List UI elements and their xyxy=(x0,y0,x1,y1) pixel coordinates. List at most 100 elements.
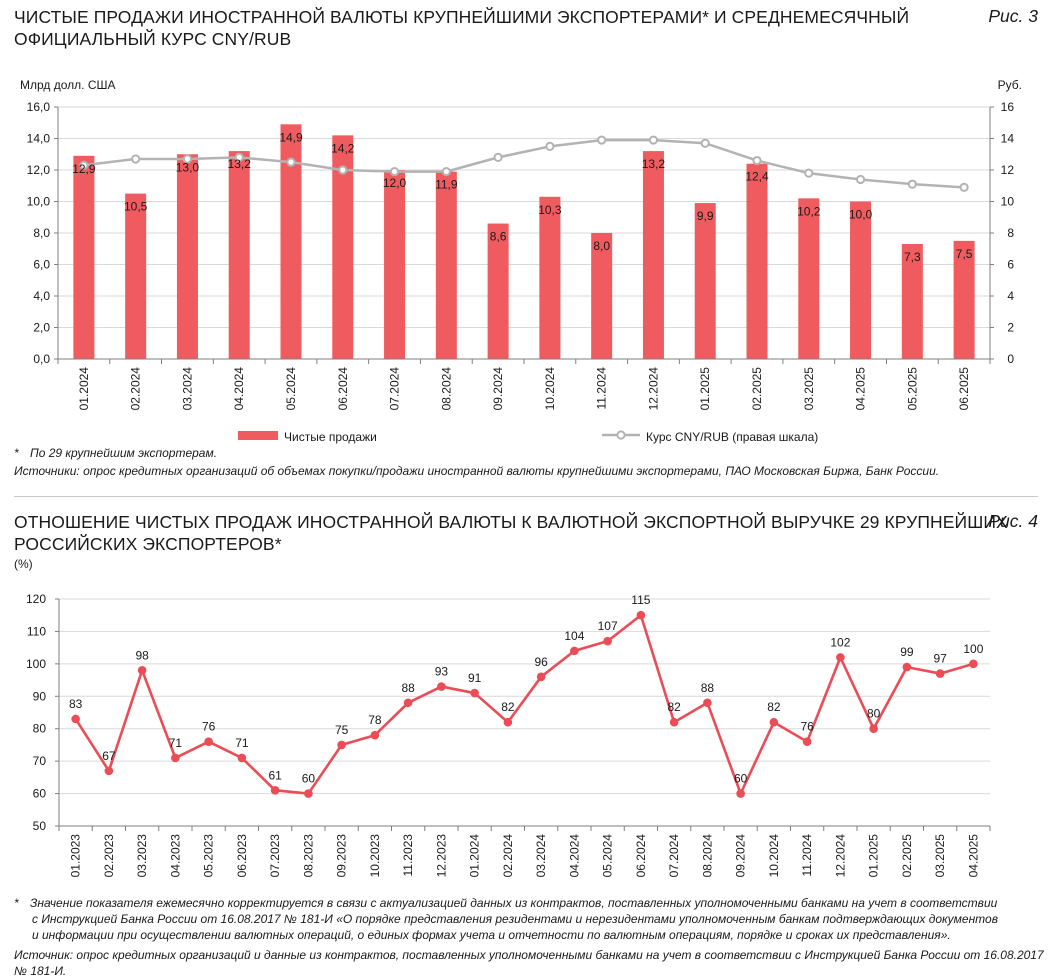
fig3-bar-label: 9,9 xyxy=(697,209,714,223)
separator xyxy=(14,496,1038,497)
fig4-source-line1: Источник: опрос кредитных организаций и … xyxy=(14,948,1044,962)
fig4-point xyxy=(935,669,945,678)
fig4-x-tick-label: 06.2023 xyxy=(235,834,249,878)
fig4-x-tick-label: 01.2025 xyxy=(867,834,881,878)
fig3-x-tick-label: 11.2024 xyxy=(595,367,609,410)
fig4-point xyxy=(403,698,413,708)
fig4-point xyxy=(270,786,280,795)
fig3-legend-line-label: Курс CNY/RUB (правая шкала) xyxy=(646,430,818,444)
fig4-point-label: 91 xyxy=(468,671,482,685)
fig4-y-tick-label: 90 xyxy=(33,689,47,703)
fig3-rate-point xyxy=(700,138,710,148)
fig3-bar xyxy=(746,163,768,359)
fig4-point-label: 115 xyxy=(631,593,650,607)
fig3-bar-label: 10,3 xyxy=(538,203,562,217)
fig3-y2-tick-label: 12 xyxy=(1001,163,1015,177)
fig4-x-tick-label: 12.2023 xyxy=(434,834,448,878)
fig3-y-tick-label: 6,0 xyxy=(33,258,50,272)
fig4-point-label: 88 xyxy=(701,681,715,695)
fig4-point xyxy=(171,753,180,763)
fig4-x-tick-label: 11.2023 xyxy=(401,834,415,877)
fig4-x-tick-label: 01.2023 xyxy=(69,834,83,878)
fig4-point-label: 71 xyxy=(169,736,183,750)
fig3-y2-tick-label: 16 xyxy=(1001,100,1015,114)
fig3-y2-tick-label: 6 xyxy=(1007,258,1014,272)
fig4-y-tick-label: 50 xyxy=(33,819,47,833)
fig4-x-tick-label: 03.2023 xyxy=(135,834,149,878)
fig3-x-tick-label: 06.2024 xyxy=(336,367,350,411)
fig3-rate-point xyxy=(234,152,244,163)
fig3-y2-tick-label: 0 xyxy=(1007,352,1014,366)
fig3-bar xyxy=(539,196,561,359)
fig4-footnote-line2: с Инструкцией Банка России от 16.08.2017… xyxy=(32,912,998,926)
fig3-rate-point xyxy=(648,135,659,145)
fig3-bar xyxy=(901,244,923,359)
fig4-footnote-line1: Значение показателя ежемесячно корректир… xyxy=(30,896,998,910)
fig4-x-tick-label: 03.2024 xyxy=(534,834,548,878)
fig3-rate-point xyxy=(855,174,866,185)
fig3-y2-tick-label: 2 xyxy=(1007,321,1014,335)
fig3-x-tick-label: 03.2025 xyxy=(802,367,816,411)
fig4-point-label: 100 xyxy=(963,642,983,656)
fig3-rate-point xyxy=(131,154,141,164)
fig3-bar xyxy=(332,135,354,359)
fig4-x-tick-label: 02.2023 xyxy=(102,834,116,878)
fig4-point xyxy=(137,666,147,675)
fig4-point xyxy=(902,662,912,672)
fig3-bar-label: 7,5 xyxy=(956,247,973,261)
fig4-title: ОТНОШЕНИЕ ЧИСТЫХ ПРОДАЖ ИНОСТРАННОЙ ВАЛЮ… xyxy=(14,511,1008,555)
fig3-rate-point xyxy=(597,135,607,145)
fig4-title-line1: ОТНОШЕНИЕ ЧИСТЫХ ПРОДАЖ ИНОСТРАННОЙ ВАЛЮ… xyxy=(14,512,1008,532)
fig3-y-tick-label: 4,0 xyxy=(33,289,50,303)
fig4-point-label: 83 xyxy=(69,697,83,711)
fig3-y2-tick-label: 8 xyxy=(1007,226,1014,240)
fig3-chart: Млрд долл. США Руб. 0,0 2,0 4,0 6,0 8,0 10,0 12,… xyxy=(20,78,1022,444)
fig4-point-label: 98 xyxy=(135,648,149,662)
fig4-point xyxy=(703,698,712,708)
fig4-x-tick-label: 11.2024 xyxy=(800,834,814,877)
fig3-bar-label: 10,5 xyxy=(124,200,148,214)
fig3-x-tick-label: 12.2024 xyxy=(646,367,660,411)
fig4-point xyxy=(536,672,546,682)
fig3-legend-bar-label: Чистые продажи xyxy=(284,430,377,444)
fig4-point-label: 82 xyxy=(767,700,781,714)
fig4-point-label: 78 xyxy=(368,713,382,727)
fig3-x-tick-label: 05.2025 xyxy=(905,367,919,411)
fig3-bar-label: 10,0 xyxy=(849,208,873,222)
fig4-point xyxy=(304,789,313,798)
fig4-x-tick-label: 08.2024 xyxy=(700,834,714,878)
fig3-y-tick-label: 10,0 xyxy=(27,195,51,209)
fig3-bar-label: 13,2 xyxy=(228,157,252,171)
fig3-x-tick-label: 10.2024 xyxy=(543,367,557,411)
fig4-point xyxy=(104,766,114,776)
fig4-point xyxy=(570,646,579,656)
fig4-point xyxy=(636,610,646,620)
fig3-x-tick-label: 02.2024 xyxy=(129,367,143,411)
fig3-bar-label: 8,6 xyxy=(490,230,507,244)
fig4-point-label: 76 xyxy=(800,720,814,734)
fig4-x-tick-label: 10.2024 xyxy=(767,834,781,878)
fig3-y-tick-label: 2,0 xyxy=(33,321,50,335)
fig3-bar xyxy=(591,233,613,359)
fig4-source: Источник: опрос кредитных организаций и … xyxy=(14,947,1044,979)
fig4-y-tick-label: 60 xyxy=(33,787,47,801)
fig3-bar xyxy=(435,171,457,359)
fig4-x-tick-label: 03.2025 xyxy=(933,834,947,878)
fig3-y2-tick-label: 10 xyxy=(1001,195,1015,209)
fig3-footnote: * По 29 крупнейшим экспортерам. xyxy=(14,445,217,461)
fig4-point xyxy=(370,730,380,740)
fig4-point-label: 75 xyxy=(335,723,349,737)
fig3-bar xyxy=(384,170,406,359)
fig4-point-label: 96 xyxy=(534,655,548,669)
fig4-point xyxy=(802,737,812,746)
fig3-title-line2: ОФИЦИАЛЬНЫЙ КУРС CNY/RUB xyxy=(14,29,292,49)
fig3-bar xyxy=(73,155,95,359)
fig4-point-label: 104 xyxy=(564,629,584,643)
fig3-rate-point xyxy=(286,157,296,167)
fig3-rate-point xyxy=(545,141,555,151)
fig4-point xyxy=(836,653,845,662)
fig4-footnote-star: * xyxy=(14,896,19,910)
fig3-bar-label: 11,9 xyxy=(435,178,458,192)
fig3-bar xyxy=(125,193,147,359)
fig3-rate-point xyxy=(493,152,503,163)
